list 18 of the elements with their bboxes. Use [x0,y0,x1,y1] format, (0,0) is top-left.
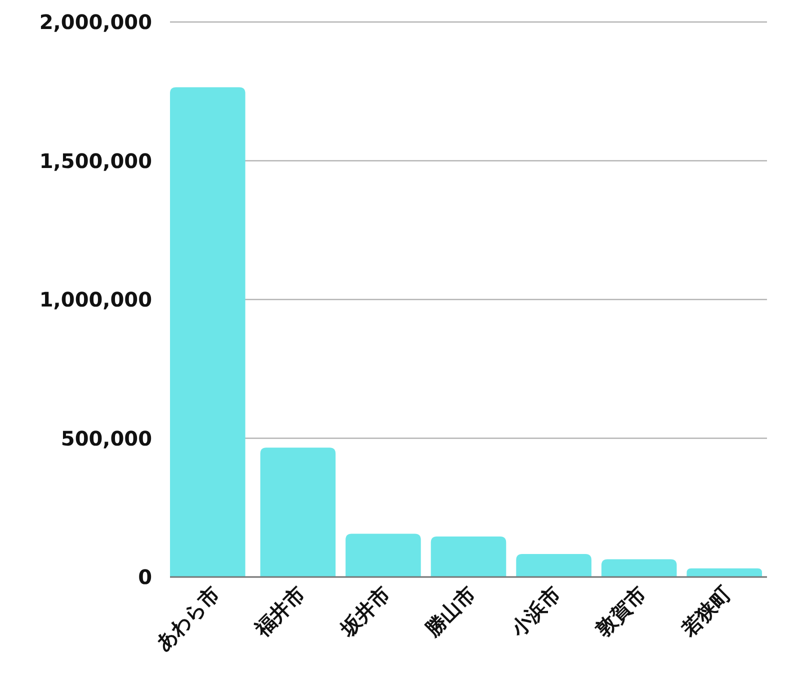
y-tick-label: 2,000,000 [39,10,152,34]
x-tick-label: 若狭町 [676,582,736,642]
y-tick-label: 500,000 [60,426,152,450]
bar [430,536,506,577]
bar [686,568,762,577]
x-tick-label: 福井市 [249,582,310,642]
bar [516,554,592,577]
x-tick-label: 坂井市 [334,582,395,642]
x-tick-label: 敦賀市 [590,582,651,642]
bar [601,559,677,577]
y-tick-label: 0 [138,565,152,589]
x-tick-label: 勝山市 [420,582,480,642]
y-tick-label: 1,000,000 [39,288,152,312]
bar [260,448,336,577]
y-tick-label: 1,500,000 [39,148,152,173]
x-tick-label: 小浜市 [505,582,566,642]
bar [346,534,421,577]
x-tick-label: あわら市 [150,582,224,656]
